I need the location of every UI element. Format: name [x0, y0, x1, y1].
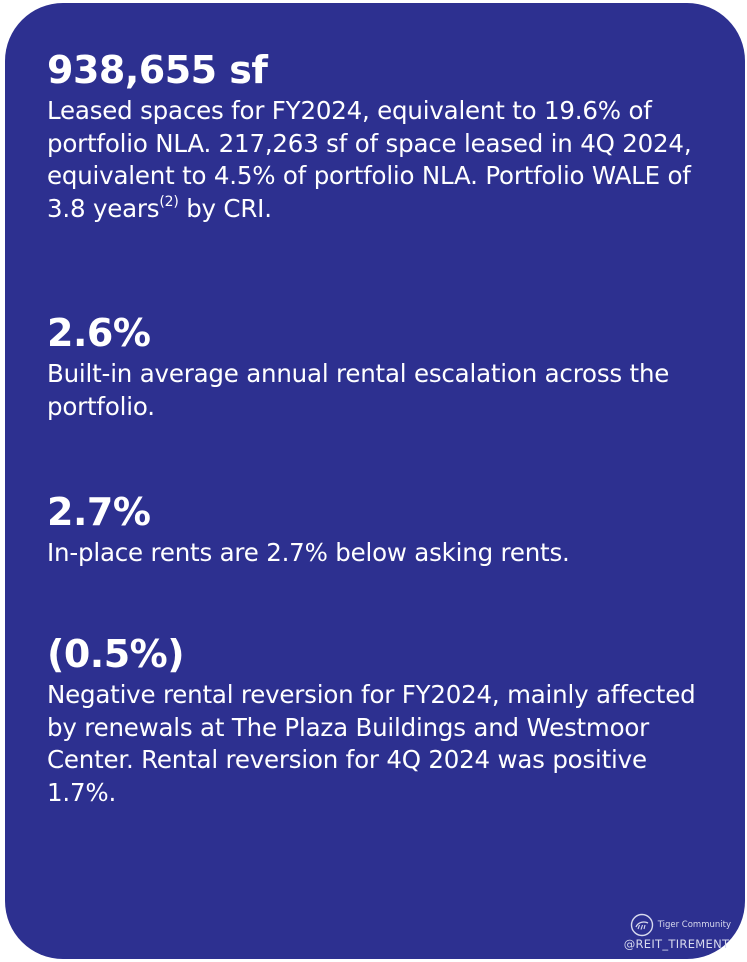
rental-reversion-metric: (0.5%) — [47, 632, 185, 676]
in-place-rents-block: 2.7% In-place rents are 2.7% below askin… — [47, 489, 707, 570]
footnote-marker: (2) — [159, 193, 179, 210]
leased-space-metric: 938,655 sf — [47, 48, 268, 92]
rental-escalation-block: 2.6% Built-in average annual rental esca… — [47, 310, 707, 423]
leased-space-block: 938,655 sf Leased spaces for FY2024, equ… — [47, 47, 707, 225]
watermark-brand: Tiger Community — [657, 919, 731, 930]
rental-reversion-block: (0.5%) Negative rental reversion for FY2… — [47, 631, 707, 809]
rental-escalation-metric: 2.6% — [47, 311, 151, 355]
watermark-brand-row: Tiger Community — [624, 913, 731, 937]
highlights-card: 938,655 sf Leased spaces for FY2024, equ… — [5, 3, 745, 959]
in-place-rents-description: In-place rents are 2.7% below asking ren… — [47, 538, 570, 567]
tiger-community-logo-icon — [630, 913, 653, 937]
leased-space-description-end: by CRI. — [178, 193, 272, 223]
rental-reversion-description: Negative rental reversion for FY2024, ma… — [47, 680, 696, 807]
watermark-handle: @REIT_TIREMENT — [623, 937, 730, 951]
rental-escalation-description: Built-in average annual rental escalatio… — [47, 359, 670, 421]
leased-space-description: Leased spaces for FY2024, equivalent to … — [47, 95, 707, 225]
leased-space-description-text: Leased spaces for FY2024, equivalent to … — [47, 96, 692, 223]
watermark: Tiger Community @REIT_TIREMENT — [624, 913, 731, 951]
in-place-rents-metric: 2.7% — [47, 490, 151, 534]
